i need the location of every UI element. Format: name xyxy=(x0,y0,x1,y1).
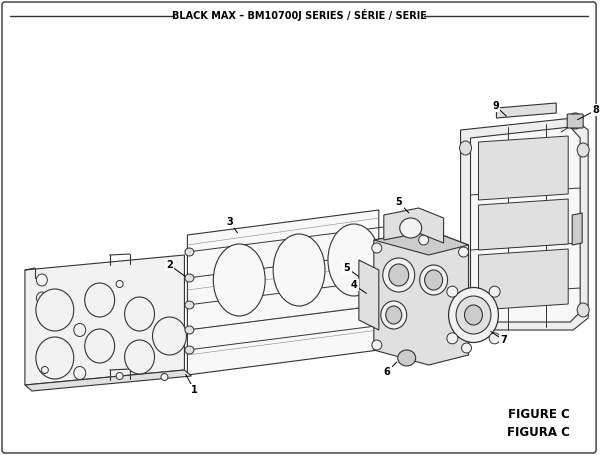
Ellipse shape xyxy=(36,337,74,379)
Ellipse shape xyxy=(185,274,194,282)
Polygon shape xyxy=(470,127,580,322)
Ellipse shape xyxy=(85,283,115,317)
Ellipse shape xyxy=(36,289,74,331)
Ellipse shape xyxy=(447,286,458,297)
Ellipse shape xyxy=(383,258,415,292)
Ellipse shape xyxy=(125,340,155,374)
Text: 8: 8 xyxy=(593,105,599,115)
Ellipse shape xyxy=(400,218,422,238)
Ellipse shape xyxy=(447,333,458,344)
Ellipse shape xyxy=(273,234,325,306)
Ellipse shape xyxy=(464,305,482,325)
Ellipse shape xyxy=(185,346,194,354)
Ellipse shape xyxy=(74,324,86,337)
Ellipse shape xyxy=(185,248,194,256)
Ellipse shape xyxy=(386,306,402,324)
Text: 4: 4 xyxy=(350,280,357,290)
Ellipse shape xyxy=(116,280,123,288)
Ellipse shape xyxy=(460,141,472,155)
Ellipse shape xyxy=(577,303,589,317)
Ellipse shape xyxy=(125,297,155,331)
Polygon shape xyxy=(374,230,469,255)
Ellipse shape xyxy=(419,235,428,245)
FancyBboxPatch shape xyxy=(567,114,583,128)
Ellipse shape xyxy=(489,333,500,344)
Text: 1: 1 xyxy=(191,385,198,395)
Ellipse shape xyxy=(489,286,500,297)
Text: 5: 5 xyxy=(344,263,350,273)
Polygon shape xyxy=(572,213,582,245)
Ellipse shape xyxy=(568,113,582,129)
Text: 5: 5 xyxy=(395,197,402,207)
Ellipse shape xyxy=(460,301,472,315)
Ellipse shape xyxy=(381,301,407,329)
Ellipse shape xyxy=(116,373,123,379)
Ellipse shape xyxy=(74,366,86,379)
Ellipse shape xyxy=(41,366,49,374)
Ellipse shape xyxy=(152,317,187,355)
Text: BLACK MAX – BM10700J SERIES / SÉRIE / SERIE: BLACK MAX – BM10700J SERIES / SÉRIE / SE… xyxy=(172,9,427,21)
Text: 3: 3 xyxy=(226,217,233,227)
Ellipse shape xyxy=(449,288,499,343)
Ellipse shape xyxy=(214,244,265,316)
Polygon shape xyxy=(359,260,379,330)
Ellipse shape xyxy=(185,326,194,334)
Ellipse shape xyxy=(161,374,168,380)
Ellipse shape xyxy=(577,143,589,157)
Ellipse shape xyxy=(37,292,47,304)
Ellipse shape xyxy=(37,274,47,286)
Polygon shape xyxy=(478,136,568,200)
Text: 9: 9 xyxy=(492,101,499,111)
Ellipse shape xyxy=(398,350,416,366)
Text: 2: 2 xyxy=(166,260,173,270)
Ellipse shape xyxy=(85,329,115,363)
Ellipse shape xyxy=(425,270,443,290)
Text: FIGURA C: FIGURA C xyxy=(508,425,570,439)
Ellipse shape xyxy=(328,224,380,296)
Polygon shape xyxy=(374,230,469,365)
Polygon shape xyxy=(478,249,568,310)
Ellipse shape xyxy=(185,301,194,309)
Polygon shape xyxy=(478,199,568,250)
Polygon shape xyxy=(496,103,556,118)
Polygon shape xyxy=(25,255,184,385)
Ellipse shape xyxy=(372,243,382,253)
Text: FIGURE C: FIGURE C xyxy=(508,409,570,421)
Text: 6: 6 xyxy=(383,367,390,377)
Ellipse shape xyxy=(461,343,472,353)
Ellipse shape xyxy=(458,247,469,257)
Polygon shape xyxy=(384,208,443,243)
Polygon shape xyxy=(187,210,379,375)
Polygon shape xyxy=(25,370,191,391)
Ellipse shape xyxy=(419,265,448,295)
Ellipse shape xyxy=(372,340,382,350)
Text: 7: 7 xyxy=(500,335,507,345)
Ellipse shape xyxy=(389,264,409,286)
Ellipse shape xyxy=(456,296,491,334)
Polygon shape xyxy=(461,118,588,330)
